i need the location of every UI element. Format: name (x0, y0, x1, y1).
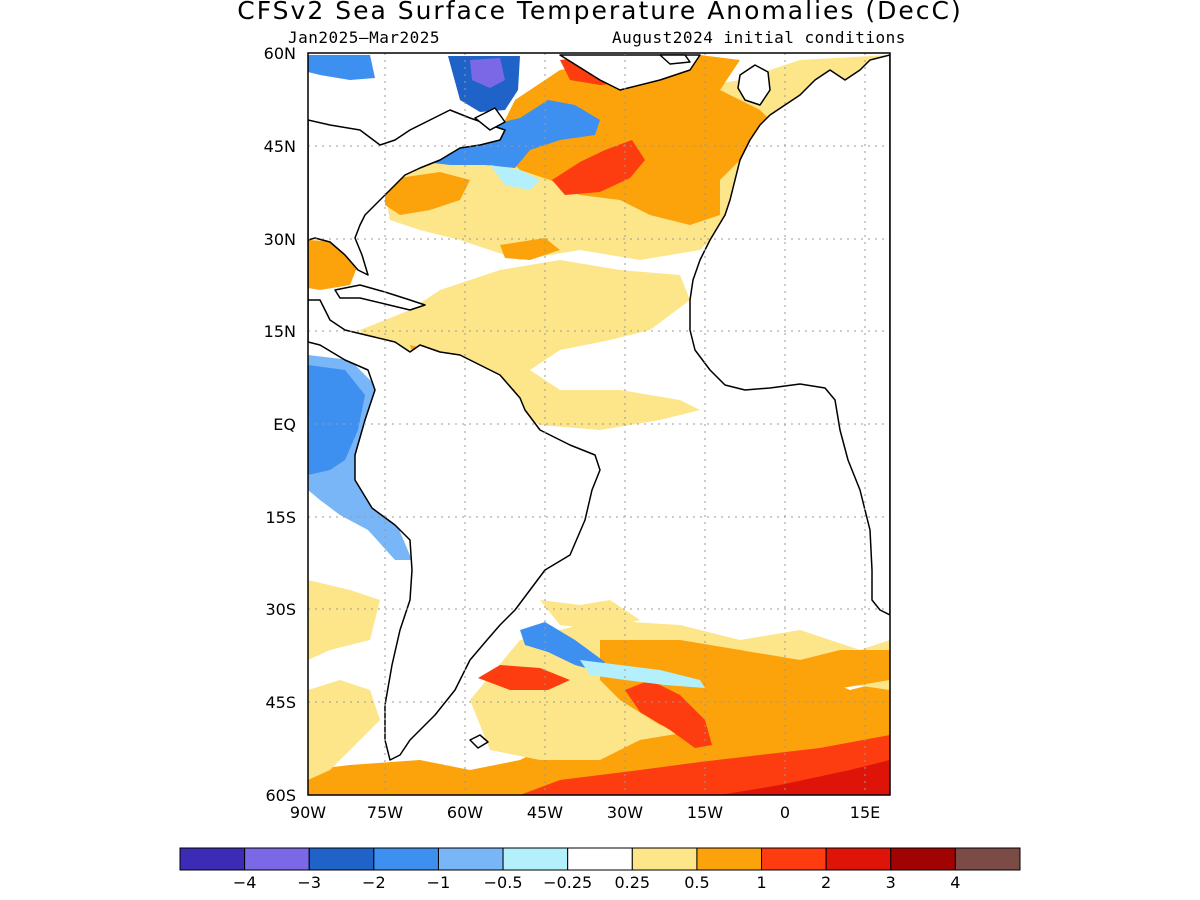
warm-us-east-coast (385, 172, 470, 215)
hot-patch-south-atlantic (625, 680, 712, 748)
colorbar-label: −2 (362, 873, 386, 892)
lon-tick-label: 60W (447, 803, 483, 822)
greenland (559, 54, 701, 91)
colorbar-label: −4 (233, 873, 257, 892)
lat-axis: 60N 45N 30N 15N EQ 15S 30S 45S 60S (264, 44, 296, 805)
cuba-hispaniola (334, 284, 426, 311)
lat-tick-label: EQ (273, 415, 296, 434)
lon-tick-label: 0 (780, 803, 790, 822)
initial-conditions: August2024 initial conditions (612, 28, 906, 47)
warm-tropical-atlantic (360, 260, 700, 430)
colorbar-label: 3 (886, 873, 896, 892)
lon-tick-label: 45W (527, 803, 563, 822)
colorbar-swatch (890, 847, 956, 871)
colorbar-swatch (567, 847, 633, 871)
very-cool-northwest (470, 58, 505, 88)
colorbar-swatch (179, 847, 246, 871)
colorbar-label: 2 (821, 873, 831, 892)
colorbar-label: 0.5 (684, 873, 709, 892)
map-plot (308, 53, 890, 795)
hot-gulf-stream (552, 140, 645, 195)
warm-brazil-south (308, 580, 380, 660)
colorbar-swatch (825, 847, 892, 871)
hot-southern-ocean (520, 735, 890, 795)
lat-tick-label: 45N (264, 137, 296, 156)
land-masses (308, 54, 890, 761)
cool-eastern-pacific-inner (308, 365, 365, 475)
cool-fringe-south-atlantic (580, 660, 705, 688)
forecast-period: Jan2025–Mar2025 (288, 28, 440, 47)
lat-tick-label: 30S (265, 600, 296, 619)
lat-tick-label: 15N (264, 322, 296, 341)
warm-pacific-south (308, 680, 380, 780)
lat-tick-label: 60N (264, 44, 296, 63)
chart-title: CFSv2 Sea Surface Temperature Anomalies … (237, 0, 963, 25)
colorbar-label: −3 (297, 873, 321, 892)
europe-africa (689, 54, 890, 616)
colorbar: −4 −3 −2 −1 −0.5 −0.25 0.25 0.5 1 2 3 4 (179, 847, 1021, 892)
colorbar-swatch (954, 847, 1021, 871)
colorbar-swatch (696, 847, 763, 871)
lat-tick-label: 15S (265, 508, 296, 527)
plot-frame (307, 52, 891, 796)
lon-tick-label: 90W (290, 803, 326, 822)
lon-tick-label: 15E (850, 803, 880, 822)
colorbar-label: −0.5 (484, 873, 523, 892)
colorbar-swatch (761, 847, 827, 871)
cool-labrador-fringe (490, 165, 540, 190)
lon-axis: 90W 75W 60W 45W 30W 15W 0 15E (290, 803, 880, 822)
colorbar-label: −1 (427, 873, 451, 892)
grid-lines (308, 53, 890, 795)
colorbar-swatch (437, 847, 504, 871)
lon-tick-label: 15W (687, 803, 723, 822)
falklands (469, 734, 489, 749)
lat-tick-label: 60S (265, 786, 296, 805)
lon-tick-label: 30W (607, 803, 643, 822)
colorbar-swatch (244, 847, 310, 871)
colorbar-swatch (308, 847, 375, 871)
lat-tick-label: 30N (264, 230, 296, 249)
colorbar-swatch (502, 847, 569, 871)
cool-hudson (308, 55, 375, 80)
north-america (308, 109, 601, 761)
colorbar-label: 1 (756, 873, 766, 892)
iceland (659, 54, 691, 65)
colorbar-swatch (373, 847, 439, 871)
colorbar-label: −0.25 (543, 873, 592, 892)
colorbar-label: 0.25 (614, 873, 650, 892)
colorbar-swatch (631, 847, 698, 871)
hot-patch-argentine-shelf (478, 665, 570, 690)
colorbar-label: 4 (950, 873, 960, 892)
lat-tick-label: 45S (265, 693, 296, 712)
newfoundland (474, 107, 506, 131)
very-hot-southern-ocean (720, 760, 890, 795)
cool-patch-south-atlantic (520, 622, 605, 672)
british-isles (737, 64, 771, 106)
lon-tick-label: 75W (367, 803, 403, 822)
warm-south-central (540, 600, 640, 630)
